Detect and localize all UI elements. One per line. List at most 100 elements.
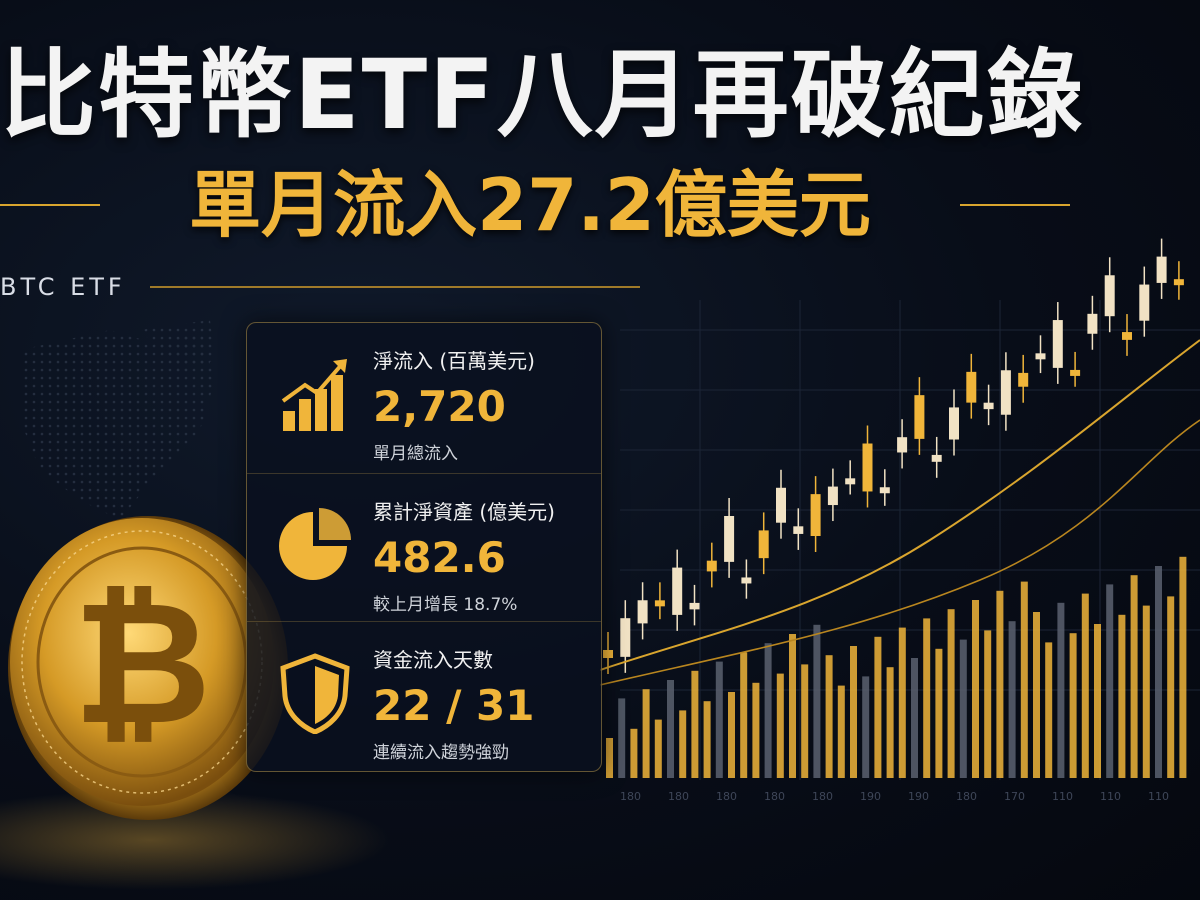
volume-bar [911, 658, 918, 778]
candle-body [862, 443, 873, 492]
x-axis-labels: 180 180 180 180 180 190 190 180 170 110 110 110 [620, 790, 1169, 803]
stat-label: 淨流入 (百萬美元) [373, 349, 535, 373]
volume-bar [972, 600, 979, 778]
x-axis-label: 180 [620, 790, 641, 803]
candle-body [1087, 313, 1098, 334]
x-axis-label: 110 [1052, 790, 1073, 803]
x-axis-label: 180 [812, 790, 833, 803]
subtitle-divider-left [0, 204, 100, 206]
x-axis-label: 190 [908, 790, 929, 803]
moving-average-line [600, 339, 1200, 671]
bitcoin-symbol: ₿ [73, 565, 212, 763]
coin-glow [0, 790, 390, 890]
volume-bar [776, 673, 784, 778]
stat-caption: 單月總流入 [373, 444, 458, 464]
candle-body [1018, 372, 1029, 387]
bitcoin-coin-icon: ₿ [8, 516, 288, 820]
candle-body [603, 650, 613, 658]
stat-value: 482.6 [373, 533, 506, 582]
x-axis-label: 180 [716, 790, 737, 803]
volume-bar [1130, 575, 1138, 778]
candle-body [845, 478, 856, 485]
candle-body [1173, 279, 1184, 286]
stat-label: 資金流入天數 [373, 648, 493, 672]
volume-bar [1118, 614, 1126, 778]
candle-body [1070, 369, 1081, 376]
volume-bar [1081, 593, 1089, 778]
volume-bar [1155, 566, 1162, 778]
volume-bar [1008, 621, 1016, 778]
volume-bar [959, 639, 967, 778]
candle-body [637, 600, 648, 624]
volume-bar [996, 590, 1004, 778]
growth-bar-chart-icon [281, 359, 347, 431]
candle-body [1104, 275, 1115, 317]
volume-bar [703, 701, 711, 778]
x-axis-label: 180 [764, 790, 785, 803]
candle-body [1156, 256, 1167, 283]
x-axis-label: 180 [668, 790, 689, 803]
volume-bar [1020, 581, 1028, 778]
volume-bar [630, 728, 638, 778]
volume-bar [825, 655, 833, 778]
volume-bar [862, 676, 870, 778]
volume-bar [801, 664, 809, 778]
candle-body [914, 395, 925, 439]
candle-body [966, 371, 977, 403]
world-map-decoration [20, 320, 215, 520]
stat-caption: 連續流入趨勢強勁 [373, 743, 509, 763]
x-axis-label: 110 [1148, 790, 1169, 803]
volume-bar [1106, 584, 1114, 778]
volume-bar [1094, 624, 1101, 778]
candle-body [879, 487, 890, 494]
candle-body [776, 487, 786, 523]
volume-bar [1057, 602, 1065, 778]
candle-body [1035, 353, 1046, 360]
candle-body [810, 494, 821, 536]
stat-value: 22 / 31 [373, 681, 535, 730]
subtitle-divider-right [960, 204, 1070, 206]
candle-body [724, 515, 735, 562]
volume-bar [1045, 642, 1053, 778]
stat-net-assets: 累計淨資產 (億美元) 482.6 較上月增長 18.7% [247, 473, 601, 622]
shield-icon [280, 653, 350, 734]
pie-chart-icon [279, 508, 351, 580]
x-axis-label: 180 [956, 790, 977, 803]
volume-bar [1142, 605, 1150, 778]
volume-bar [740, 652, 748, 778]
candle-body [897, 437, 908, 453]
volume-bar [764, 643, 772, 778]
stat-inflow-days: 資金流入天數 22 / 31 連續流入趨勢強勁 [247, 621, 601, 770]
moving-average-line-2 [600, 419, 1200, 686]
subtitle-row: 單月流入27.2億美元 [0, 160, 1080, 250]
candle-body [983, 402, 994, 410]
btc-etf-tag: BTC ETF [0, 273, 126, 301]
stat-net-inflow: 淨流入 (百萬美元) 2,720 單月總流入 [247, 323, 601, 471]
volume-bar [984, 630, 992, 778]
volume-bar [923, 618, 931, 778]
volume-bar [728, 692, 735, 778]
volume-bar [898, 627, 906, 778]
candle-body [931, 454, 942, 462]
volume-bar [837, 685, 845, 778]
x-axis-label: 170 [1004, 790, 1025, 803]
subtitle: 單月流入27.2億美元 [189, 163, 871, 247]
page-title: 比特幣ETF八月再破紀錄 [0, 39, 1085, 151]
tag-row: BTC ETF [0, 272, 640, 302]
candle-body [758, 530, 769, 559]
candles [603, 238, 1184, 674]
volume-bar [679, 710, 687, 778]
volume-bar [752, 682, 760, 778]
candle-body [689, 602, 700, 610]
volume-bar [1167, 596, 1175, 778]
stat-label: 累計淨資產 (億美元) [373, 500, 555, 524]
volume-bar [874, 636, 882, 778]
candle-body [793, 526, 804, 534]
volume-bars [606, 556, 1187, 778]
candle-body [949, 407, 959, 440]
stat-caption: 較上月增長 18.7% [373, 595, 518, 615]
candle-body [741, 577, 752, 584]
volume-bar [1179, 556, 1187, 778]
stats-panel: 淨流入 (百萬美元) 2,720 單月總流入 累計淨資產 (億美元) 482.6… [246, 322, 602, 772]
volume-bar [935, 648, 943, 778]
